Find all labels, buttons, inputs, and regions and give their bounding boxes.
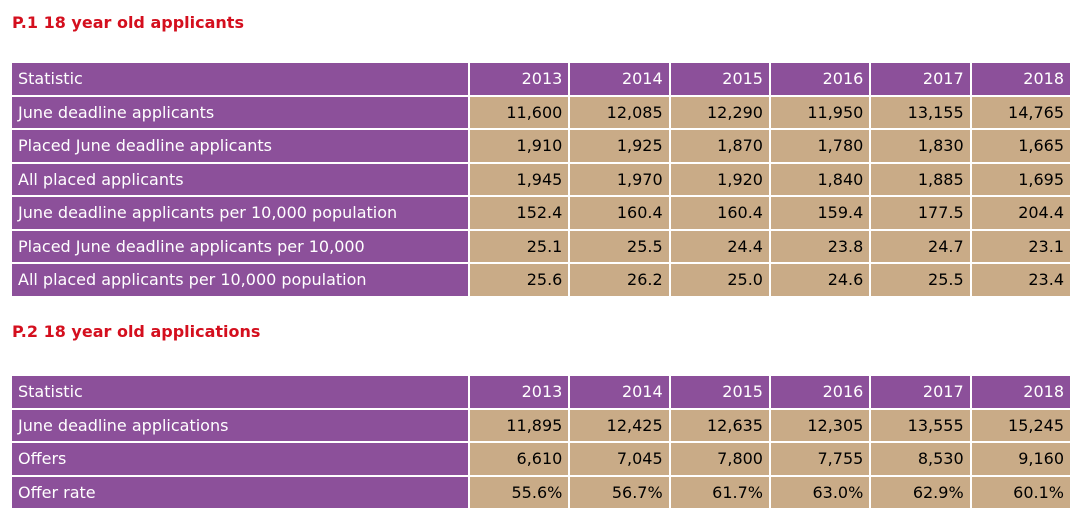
section-title-p2: P.2 18 year old applications: [12, 322, 261, 341]
value-cell: 23.8: [770, 230, 870, 262]
table-row: June deadline applicants 11,600 12,085 12,2…: [12, 96, 1070, 128]
header-year: 2018: [971, 376, 1070, 408]
value-cell: 14,765: [971, 96, 1070, 128]
header-year: 2015: [670, 63, 769, 95]
header-year: 2013: [470, 376, 569, 408]
value-cell: 11,950: [770, 96, 870, 128]
value-cell: 8,530: [871, 443, 970, 475]
value-cell: 12,290: [670, 96, 769, 128]
value-cell: 24.7: [871, 230, 970, 262]
value-cell: 25.1: [470, 230, 569, 262]
table-row: Offer rate 55.6% 56.7% 61.7% 63.0% 62.9% 60.1%: [12, 476, 1070, 508]
value-cell: 1,840: [770, 163, 870, 195]
value-cell: 9,160: [971, 443, 1070, 475]
header-year: 2014: [570, 63, 669, 95]
table-header-row: Statistic 2013 2014 2015 2016 2017 2018: [12, 376, 1070, 408]
value-cell: 15,245: [971, 409, 1070, 441]
value-cell: 160.4: [570, 197, 669, 229]
value-cell: 1,780: [770, 130, 870, 162]
row-label: June deadline applicants: [12, 96, 468, 128]
value-cell: 1,665: [971, 130, 1070, 162]
value-cell: 25.6: [470, 264, 569, 296]
value-cell: 60.1%: [971, 476, 1070, 508]
table-row: Offers 6,610 7,045 7,800 7,755 8,530 9,160: [12, 443, 1070, 475]
header-year: 2016: [770, 63, 870, 95]
value-cell: 1,830: [871, 130, 970, 162]
table-header-row: Statistic 2013 2014 2015 2016 2017 2018: [12, 63, 1070, 95]
value-cell: 160.4: [670, 197, 769, 229]
row-label: Placed June deadline applicants per 10,0…: [12, 230, 468, 262]
value-cell: 12,305: [770, 409, 870, 441]
table-p2-applications: Statistic 2013 2014 2015 2016 2017 2018 June de…: [10, 374, 1072, 510]
value-cell: 204.4: [971, 197, 1070, 229]
header-statistic: Statistic: [12, 63, 468, 95]
value-cell: 7,800: [670, 443, 769, 475]
value-cell: 1,910: [470, 130, 569, 162]
value-cell: 56.7%: [570, 476, 669, 508]
value-cell: 61.7%: [670, 476, 769, 508]
value-cell: 1,945: [470, 163, 569, 195]
value-cell: 159.4: [770, 197, 870, 229]
value-cell: 177.5: [871, 197, 970, 229]
value-cell: 1,885: [871, 163, 970, 195]
value-cell: 63.0%: [770, 476, 870, 508]
value-cell: 12,425: [570, 409, 669, 441]
value-cell: 12,635: [670, 409, 769, 441]
header-year: 2017: [871, 63, 970, 95]
value-cell: 25.0: [670, 264, 769, 296]
header-year: 2016: [770, 376, 870, 408]
header-year: 2014: [570, 376, 669, 408]
table-row: June deadline applications 11,895 12,425 12…: [12, 409, 1070, 441]
value-cell: 1,970: [570, 163, 669, 195]
section-title-p1: P.1 18 year old applicants: [12, 13, 244, 32]
value-cell: 11,600: [470, 96, 569, 128]
value-cell: 13,155: [871, 96, 970, 128]
header-year: 2017: [871, 376, 970, 408]
row-label: All placed applicants per 10,000 populat…: [12, 264, 468, 296]
table-p1-applicants: Statistic 2013 2014 2015 2016 2017 2018 June de…: [10, 61, 1072, 298]
value-cell: 55.6%: [470, 476, 569, 508]
table-row: June deadline applicants per 10,000 popu…: [12, 197, 1070, 229]
row-label: June deadline applicants per 10,000 popu…: [12, 197, 468, 229]
value-cell: 1,695: [971, 163, 1070, 195]
value-cell: 1,925: [570, 130, 669, 162]
value-cell: 23.4: [971, 264, 1070, 296]
value-cell: 24.4: [670, 230, 769, 262]
value-cell: 26.2: [570, 264, 669, 296]
value-cell: 12,085: [570, 96, 669, 128]
row-label: All placed applicants: [12, 163, 468, 195]
header-statistic: Statistic: [12, 376, 468, 408]
value-cell: 7,045: [570, 443, 669, 475]
header-year: 2018: [971, 63, 1070, 95]
table-row: All placed applicants 1,945 1,970 1,920 1,84…: [12, 163, 1070, 195]
value-cell: 7,755: [770, 443, 870, 475]
row-label: Offers: [12, 443, 468, 475]
table-row: Placed June deadline applicants 1,910 1,92…: [12, 130, 1070, 162]
value-cell: 23.1: [971, 230, 1070, 262]
value-cell: 62.9%: [871, 476, 970, 508]
value-cell: 25.5: [871, 264, 970, 296]
table-row: Placed June deadline applicants per 10,0…: [12, 230, 1070, 262]
value-cell: 13,555: [871, 409, 970, 441]
value-cell: 1,870: [670, 130, 769, 162]
value-cell: 1,920: [670, 163, 769, 195]
row-label: Placed June deadline applicants: [12, 130, 468, 162]
row-label: June deadline applications: [12, 409, 468, 441]
header-year: 2015: [670, 376, 769, 408]
row-label: Offer rate: [12, 476, 468, 508]
value-cell: 152.4: [470, 197, 569, 229]
value-cell: 25.5: [570, 230, 669, 262]
value-cell: 24.6: [770, 264, 870, 296]
value-cell: 11,895: [470, 409, 569, 441]
table-row: All placed applicants per 10,000 populat…: [12, 264, 1070, 296]
header-year: 2013: [470, 63, 569, 95]
value-cell: 6,610: [470, 443, 569, 475]
